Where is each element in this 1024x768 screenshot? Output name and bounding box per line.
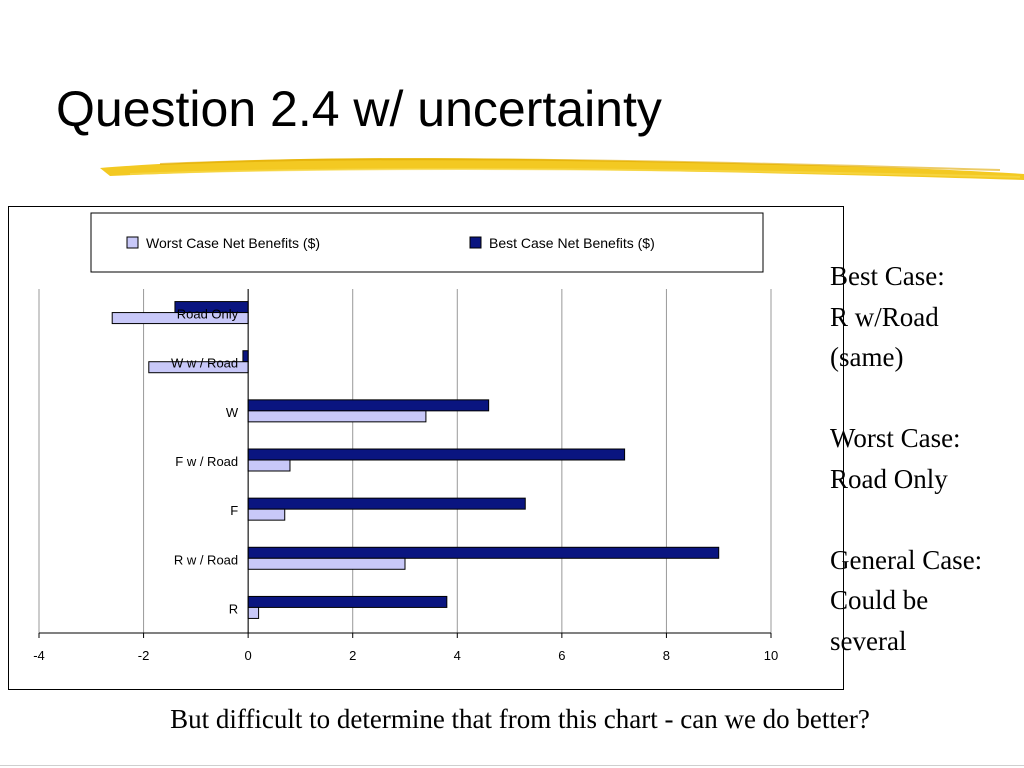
category-label-0: Road Only xyxy=(177,307,239,322)
general-case-line-1: Could be xyxy=(830,585,929,615)
legend-label-best: Best Case Net Benefits ($) xyxy=(489,235,655,251)
x-tick-label-7: 10 xyxy=(764,648,778,663)
best-case-option: R w/Road xyxy=(830,301,939,332)
bar-best-3 xyxy=(247,448,626,461)
title-underline-stroke xyxy=(100,158,1024,180)
footer-question: But difficult to determine that from thi… xyxy=(170,704,870,734)
bar-best-4 xyxy=(247,497,526,510)
bar-worst-3 xyxy=(247,459,291,472)
legend-label-worst: Worst Case Net Benefits ($) xyxy=(146,235,320,251)
legend-box xyxy=(90,212,764,273)
legend-swatch-best xyxy=(469,236,482,249)
x-tick-label-3: 2 xyxy=(349,648,356,663)
category-label-5: R w / Road xyxy=(174,552,238,567)
x-tick-label-2: 0 xyxy=(245,648,252,663)
bar-best-5 xyxy=(247,546,720,559)
bar-worst-2 xyxy=(247,410,427,423)
worst-case-option: Road Only xyxy=(830,463,948,494)
best-case-heading: Best Case: xyxy=(830,261,945,291)
worst-case-heading: Worst Case: xyxy=(830,423,961,453)
legend-swatch-worst xyxy=(126,236,139,249)
x-tick-label-4: 4 xyxy=(454,648,461,663)
x-tick-label-6: 8 xyxy=(663,648,670,663)
category-label-1: W w / Road xyxy=(171,356,238,371)
bar-chart: Worst Case Net Benefits ($) Best Case Ne… xyxy=(33,212,778,663)
general-case-line-2: several xyxy=(830,625,907,656)
chart-frame: Worst Case Net Benefits ($) Best Case Ne… xyxy=(8,206,844,690)
category-label-2: W xyxy=(226,405,239,420)
bottom-rule xyxy=(0,765,1024,766)
bar-best-6 xyxy=(247,595,448,608)
category-label-4: F xyxy=(230,503,238,518)
plot-area: -4 -2 0 2 4 6 8 10 Road Only W w / Road W F w / Roa… xyxy=(33,289,778,663)
x-tick-label-0: -4 xyxy=(33,648,45,663)
x-tick-label-5: 6 xyxy=(558,648,565,663)
bar-worst-5 xyxy=(247,557,406,570)
side-notes: Best Case: R w/Road (same) Worst Case: R… xyxy=(830,256,1022,661)
bar-worst-6 xyxy=(247,606,260,619)
bar-best-1 xyxy=(242,350,249,363)
general-case-heading: General Case: xyxy=(830,544,983,575)
category-label-3: F w / Road xyxy=(175,454,238,469)
best-case-remark: (same) xyxy=(830,342,904,372)
bar-worst-4 xyxy=(247,508,286,521)
category-label-6: R xyxy=(229,601,238,616)
x-tick-label-1: -2 xyxy=(138,648,150,663)
bar-best-2 xyxy=(247,399,490,412)
slide-title: Question 2.4 w/ uncertainty xyxy=(56,81,662,137)
